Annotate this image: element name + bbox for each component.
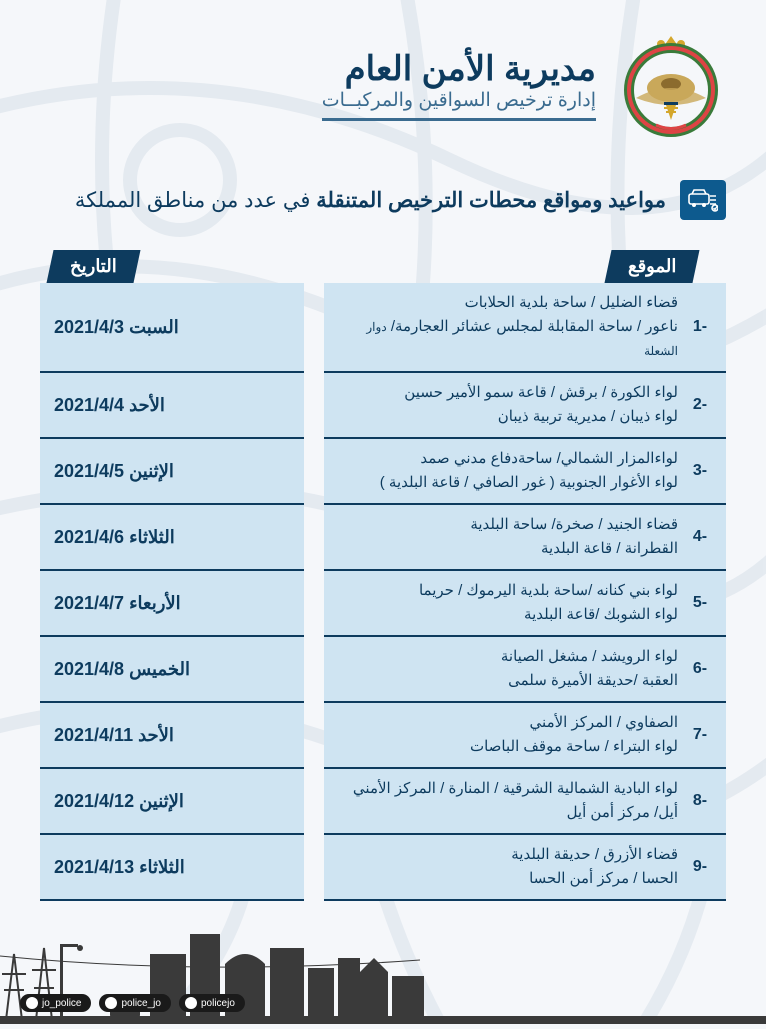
location-cell: -5 لواء بني كنانه /ساحة بلدية اليرموك / ح… <box>324 571 726 637</box>
table-row: -3 لواءالمزار الشمالي/ ساحةدفاع مدني صمدل… <box>40 439 726 505</box>
location-text: لواء البادية الشمالية الشرقية / المنارة … <box>334 777 678 825</box>
row-number: -6 <box>688 656 712 682</box>
date-cell: الخميس 2021/4/8 <box>40 637 304 703</box>
table-row: -7 الصفاوي / المركز الأمنيلواء البتراء / … <box>40 703 726 769</box>
table-row: -2 لواء الكورة / برقش / قاعة سمو الأمير ح… <box>40 373 726 439</box>
location-cell: -8 لواء البادية الشمالية الشرقية / المنار… <box>324 769 726 835</box>
date-cell: الأحد 2021/4/11 <box>40 703 304 769</box>
table-row: -1 قضاء الضليل / ساحة بلدية الحلاباتناعور… <box>40 283 726 373</box>
location-cell: -9 قضاء الأزرق / حديقة البلديةالحسا / مرك… <box>324 835 726 901</box>
table-header-row: الموقع التاريخ <box>40 250 726 283</box>
schedule-table: -1 قضاء الضليل / ساحة بلدية الحلاباتناعور… <box>40 283 726 901</box>
psd-logo <box>616 30 726 140</box>
location-cell: -4 قضاء الجنيد / صخرة/ ساحة البلديةالقطرا… <box>324 505 726 571</box>
date-cell: الأربعاء 2021/4/7 <box>40 571 304 637</box>
social-icon <box>26 997 38 1009</box>
column-header-location: الموقع <box>604 250 699 283</box>
column-header-date: التاريخ <box>46 250 140 283</box>
social-icon <box>105 997 117 1009</box>
date-cell: الأحد 2021/4/4 <box>40 373 304 439</box>
row-number: -9 <box>688 854 712 880</box>
date-cell: السبت 2021/4/3 <box>40 283 304 373</box>
location-text: قضاء الأزرق / حديقة البلديةالحسا / مركز … <box>334 843 678 891</box>
table-row: -5 لواء بني كنانه /ساحة بلدية اليرموك / ح… <box>40 571 726 637</box>
location-text: لواء الكورة / برقش / قاعة سمو الأمير حسي… <box>334 381 678 429</box>
location-text: لواءالمزار الشمالي/ ساحةدفاع مدني صمدلوا… <box>334 447 678 495</box>
social-icon <box>185 997 197 1009</box>
row-number: -2 <box>688 392 712 418</box>
location-text: لواء الرويشد / مشغل الصيانةالعقبة /حديقة… <box>334 645 678 693</box>
date-cell: الإثنين 2021/4/5 <box>40 439 304 505</box>
subtitle-bold: مواعيد ومواقع محطات الترخيص المتنقلة <box>316 189 666 212</box>
location-text: لواء بني كنانه /ساحة بلدية اليرموك / حري… <box>334 579 678 627</box>
org-title: مديرية الأمن العام <box>322 49 596 89</box>
location-text: الصفاوي / المركز الأمنيلواء البتراء / سا… <box>334 711 678 759</box>
location-text: قضاء الجنيد / صخرة/ ساحة البلديةالقطرانة… <box>334 513 678 561</box>
org-subtitle: إدارة ترخيص السواقين والمركبــات <box>322 89 596 121</box>
social-handles: jo_police police_jo policejo <box>20 994 245 1012</box>
row-number: -8 <box>688 788 712 814</box>
date-cell: الثلاثاء 2021/4/6 <box>40 505 304 571</box>
social-pill: policejo <box>179 994 245 1012</box>
location-cell: -7 الصفاوي / المركز الأمنيلواء البتراء / … <box>324 703 726 769</box>
car-license-icon <box>680 180 726 220</box>
table-row: -4 قضاء الجنيد / صخرة/ ساحة البلديةالقطرا… <box>40 505 726 571</box>
header: مديرية الأمن العام إدارة ترخيص السواقين … <box>40 30 726 140</box>
row-number: -3 <box>688 458 712 484</box>
social-pill: police_jo <box>99 994 170 1012</box>
table-row: -8 لواء البادية الشمالية الشرقية / المنار… <box>40 769 726 835</box>
table-row: -6 لواء الرويشد / مشغل الصيانةالعقبة /حدي… <box>40 637 726 703</box>
page-subtitle: مواعيد ومواقع محطات الترخيص المتنقلة في … <box>75 188 666 213</box>
row-number: -7 <box>688 722 712 748</box>
row-number: -1 <box>688 314 712 340</box>
row-number: -5 <box>688 590 712 616</box>
location-text: قضاء الضليل / ساحة بلدية الحلاباتناعور /… <box>334 291 678 363</box>
table-row: -9 قضاء الأزرق / حديقة البلديةالحسا / مرك… <box>40 835 726 901</box>
location-cell: -3 لواءالمزار الشمالي/ ساحةدفاع مدني صمدل… <box>324 439 726 505</box>
location-cell: -1 قضاء الضليل / ساحة بلدية الحلاباتناعور… <box>324 283 726 373</box>
page-subtitle-row: مواعيد ومواقع محطات الترخيص المتنقلة في … <box>40 180 726 220</box>
row-number: -4 <box>688 524 712 550</box>
content-area: مديرية الأمن العام إدارة ترخيص السواقين … <box>0 0 766 901</box>
subtitle-rest: في عدد من مناطق المملكة <box>75 189 316 212</box>
date-cell: الثلاثاء 2021/4/13 <box>40 835 304 901</box>
social-pill: jo_police <box>20 994 91 1012</box>
date-cell: الإثنين 2021/4/12 <box>40 769 304 835</box>
location-cell: -6 لواء الرويشد / مشغل الصيانةالعقبة /حدي… <box>324 637 726 703</box>
location-cell: -2 لواء الكورة / برقش / قاعة سمو الأمير ح… <box>324 373 726 439</box>
